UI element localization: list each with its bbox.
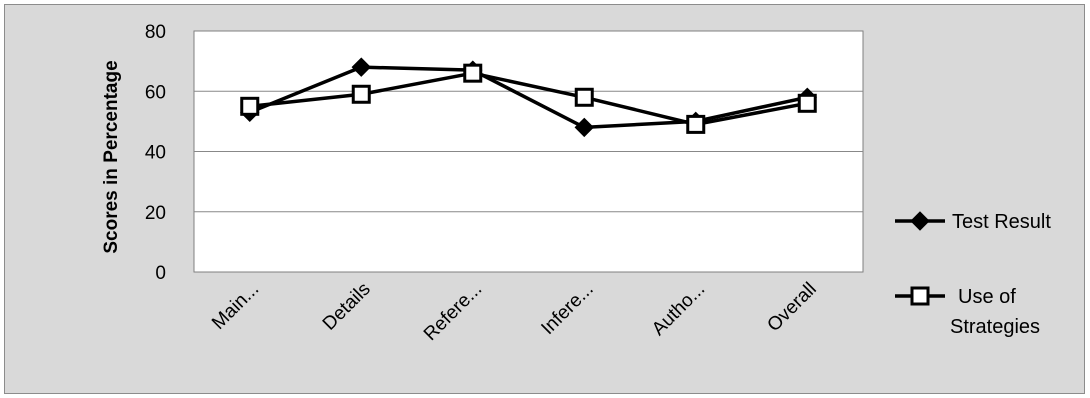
legend-label: Use of xyxy=(958,286,1016,308)
data-point xyxy=(797,93,817,113)
y-axis-label: Scores in Percentage xyxy=(101,60,122,253)
legend-item: Use of Strategies xyxy=(895,286,1040,338)
y-tick-label: 60 xyxy=(145,82,166,103)
data-point xyxy=(574,117,594,138)
y-tick-label: 0 xyxy=(155,263,166,284)
x-tick-label: Infere... xyxy=(537,279,597,339)
x-tick-label: Main... xyxy=(208,279,263,334)
x-tick-label: Autho... xyxy=(648,279,709,340)
series-line xyxy=(249,71,808,127)
data-point xyxy=(351,84,371,104)
x-tick-label: Refere... xyxy=(420,279,486,345)
data-point xyxy=(686,114,706,134)
legend-marker xyxy=(910,211,930,231)
y-tick-label: 40 xyxy=(145,143,166,164)
data-point xyxy=(240,96,260,116)
data-point xyxy=(351,57,371,77)
series-2 xyxy=(240,63,817,134)
legend-label: Test Result xyxy=(952,211,1051,233)
x-tick-label: Overall xyxy=(763,279,820,336)
data-point xyxy=(463,63,483,83)
legend-label: Strategies xyxy=(950,316,1040,338)
y-tick-label: 20 xyxy=(145,203,166,224)
legend-marker xyxy=(910,286,930,306)
x-tick-label: Details xyxy=(319,279,375,335)
data-point xyxy=(574,87,594,107)
series-line xyxy=(249,65,808,130)
legend-item: Test Result xyxy=(895,211,1051,233)
y-tick-label: 80 xyxy=(145,22,166,43)
